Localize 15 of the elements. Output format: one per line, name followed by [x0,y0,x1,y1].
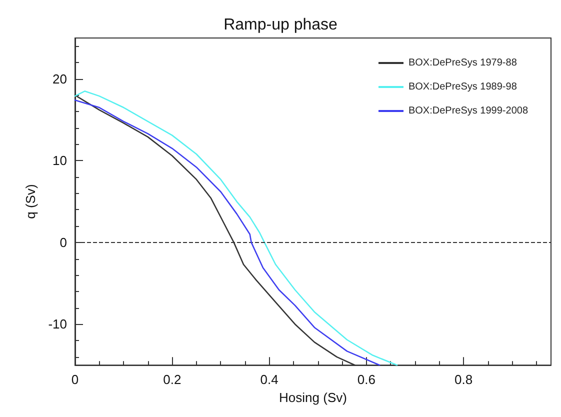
x-tick-label: 0.2 [163,372,182,388]
x-axis-title: Hosing (Sv) [279,390,347,405]
x-tick-label: 0 [71,372,79,388]
y-tick-label: 0 [60,234,67,250]
chart-title: Ramp-up phase [224,16,338,34]
x-tick-label: 0.6 [357,372,376,388]
legend-label: BOX:DePreSys 1999-2008 [408,106,528,116]
x-tick-label: 0.8 [454,372,473,388]
y-tick-label: 20 [52,71,67,86]
x-tick-label: 0.4 [260,372,278,388]
legend-label: BOX:DePreSys 1979-88 [408,58,518,68]
y-tick-label: 10 [52,153,67,168]
y-tick-label: -10 [48,316,67,332]
legend-label: BOX:DePreSys 1989-98 [408,82,518,92]
y-axis-title: q (Sv) [23,184,38,219]
